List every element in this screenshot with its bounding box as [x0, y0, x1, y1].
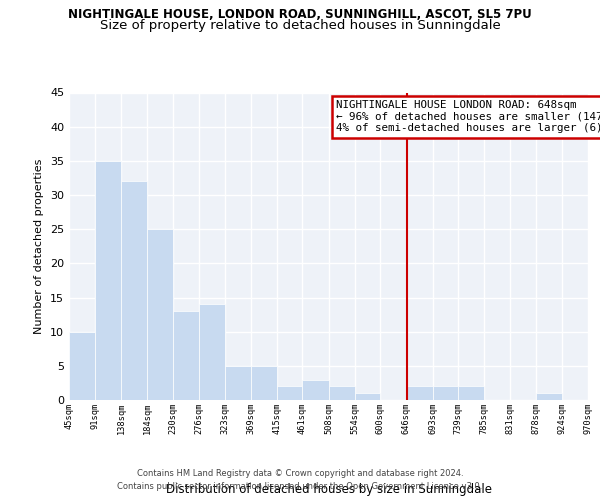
Bar [95, 161, 121, 400]
Bar [199, 304, 225, 400]
Bar [302, 380, 329, 400]
Bar [225, 366, 251, 400]
Text: NIGHTINGALE HOUSE LONDON ROAD: 648sqm
← 96% of detached houses are smaller (147): NIGHTINGALE HOUSE LONDON ROAD: 648sqm ← … [336, 100, 600, 134]
Text: NIGHTINGALE HOUSE, LONDON ROAD, SUNNINGHILL, ASCOT, SL5 7PU: NIGHTINGALE HOUSE, LONDON ROAD, SUNNINGH… [68, 8, 532, 20]
Bar [121, 182, 147, 400]
Bar [173, 311, 199, 400]
Bar [251, 366, 277, 400]
Y-axis label: Number of detached properties: Number of detached properties [34, 158, 44, 334]
Bar [458, 386, 484, 400]
Bar [536, 393, 562, 400]
Text: Size of property relative to detached houses in Sunningdale: Size of property relative to detached ho… [100, 19, 500, 32]
Bar [147, 229, 173, 400]
Bar [329, 386, 355, 400]
Text: Contains public sector information licensed under the Open Government Licence v3: Contains public sector information licen… [118, 482, 482, 491]
Bar [433, 386, 458, 400]
Bar [69, 332, 95, 400]
Bar [355, 393, 380, 400]
Bar [406, 386, 433, 400]
X-axis label: Distribution of detached houses by size in Sunningdale: Distribution of detached houses by size … [166, 483, 491, 496]
Text: Contains HM Land Registry data © Crown copyright and database right 2024.: Contains HM Land Registry data © Crown c… [137, 468, 463, 477]
Bar [277, 386, 302, 400]
